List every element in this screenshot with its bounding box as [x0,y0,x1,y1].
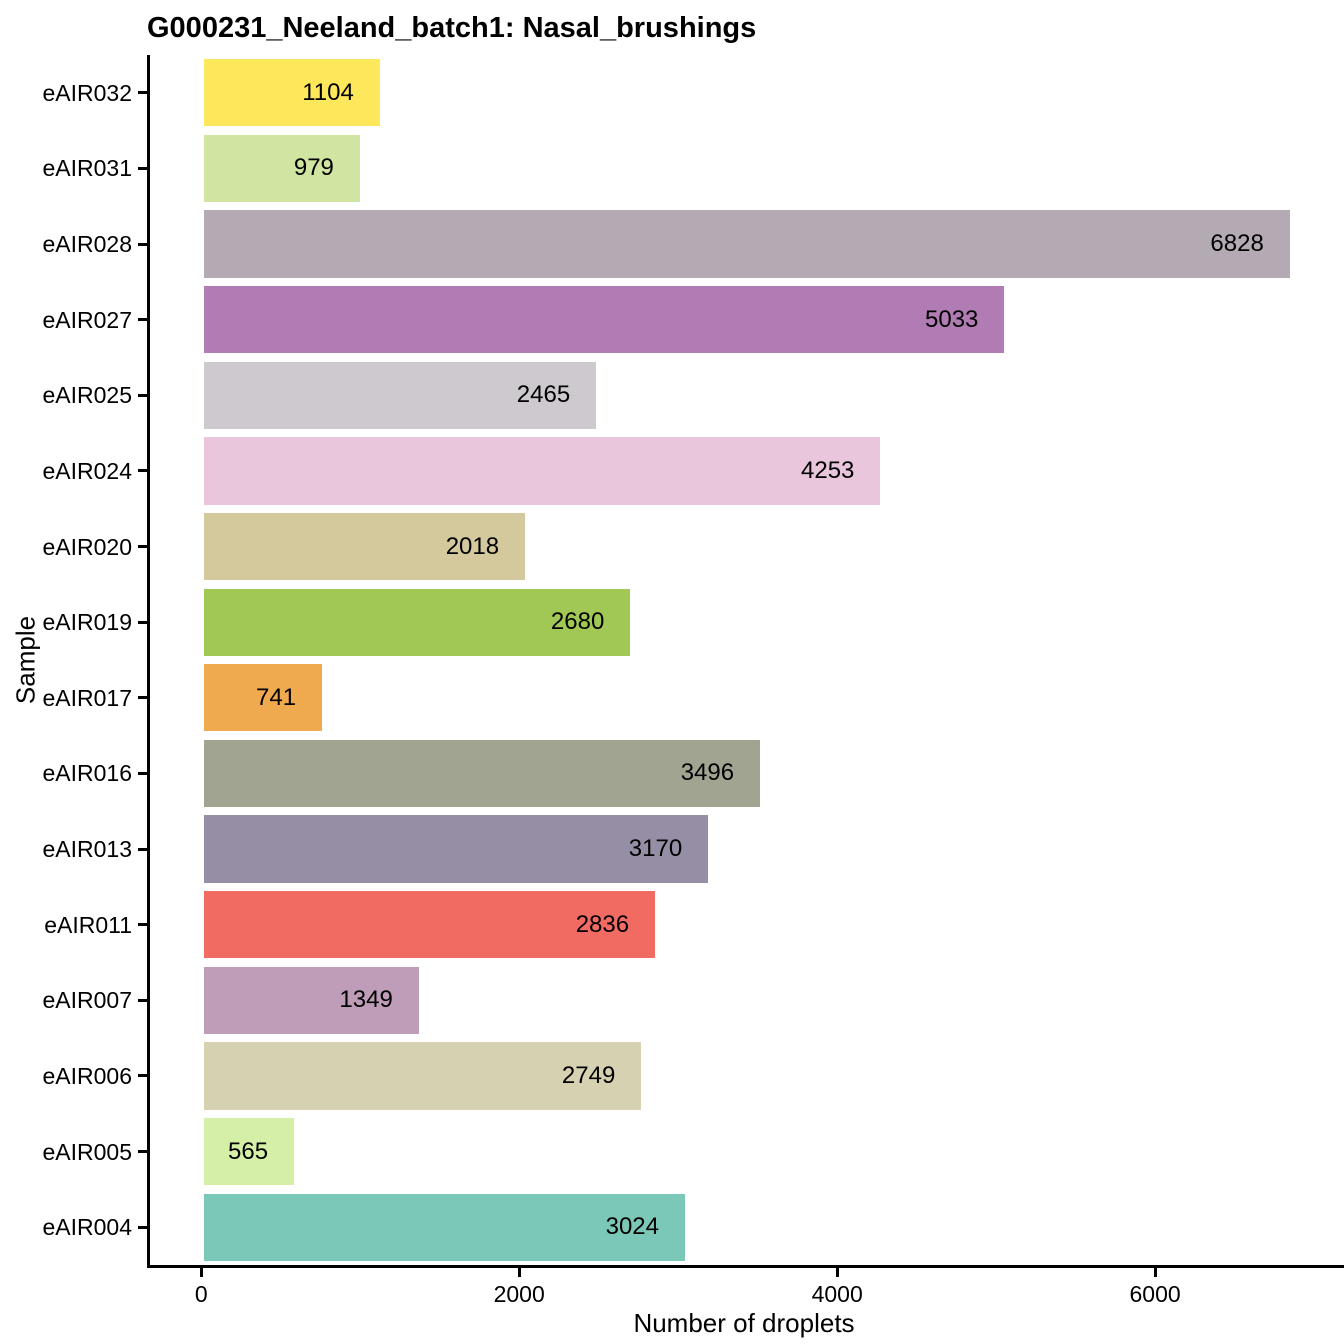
y-axis-tick [138,923,147,927]
bar-eAIR027: 5033 [204,286,1005,354]
bar-value-label: 2680 [550,608,605,636]
figure-title: G000231_Neeland_batch1: Nasal_brushings [147,12,757,44]
y-axis-tick [138,166,147,170]
y-axis-tick [138,469,147,473]
y-axis-tick [138,91,147,95]
bar-value-label: 741 [256,683,297,711]
y-axis-tick [138,696,147,700]
y-axis-tick [138,771,147,775]
bar-eAIR032: 1104 [204,59,380,127]
bar-eAIR016: 3496 [204,739,761,808]
bar-eAIR019: 2680 [204,588,631,656]
y-axis-tick-label-eAIR005: eAIR005 [42,1138,132,1165]
y-axis-tick [138,1074,147,1078]
bar-value-label: 565 [228,1137,269,1165]
y-axis-tick-label-eAIR024: eAIR024 [42,457,132,484]
bar-value-label: 1349 [339,986,393,1014]
y-axis-tick-label-eAIR013: eAIR013 [42,836,132,863]
bar-value-label: 2465 [516,381,571,409]
bar-value-label: 3170 [628,835,683,863]
y-axis-tick-label-eAIR017: eAIR017 [42,684,132,711]
y-axis-tick-label-eAIR031: eAIR031 [42,155,132,182]
bar-value-label: 5033 [925,305,979,333]
bar-eAIR024: 4253 [204,437,881,505]
y-axis-tick [138,318,147,322]
bar-eAIR011: 2836 [204,891,656,959]
y-axis-tick-label-eAIR019: eAIR019 [42,609,132,636]
x-axis-tick-label: 0 [194,1281,208,1307]
y-axis-tick [138,545,147,549]
y-axis-tick-label-eAIR020: eAIR020 [42,533,132,560]
bar-value-label: 3024 [605,1213,659,1241]
bar-value-label: 2836 [575,910,630,938]
y-axis-tick [138,847,147,851]
bar-value-label: 1104 [302,78,354,106]
y-axis-tick [138,242,147,246]
y-axis-tick-label-eAIR027: eAIR027 [42,306,132,333]
y-axis-tick-label-eAIR004: eAIR004 [42,1214,132,1241]
bar-eAIR004: 3024 [204,1193,685,1261]
x-axis-tick-label: 2000 [493,1281,545,1307]
plot-panel: 1104 979 6828 5033 2465 4253 2018 2680 741 3496 31… [147,55,1344,1268]
y-axis-tick-label-eAIR011: eAIR011 [44,911,132,938]
bar-eAIR031: 979 [204,134,360,203]
bar-eAIR025: 2465 [204,361,597,429]
y-axis-tick [138,620,147,624]
bar-value-label: 979 [293,154,334,182]
x-axis-tick [199,1268,203,1277]
x-axis-tick-label: 4000 [811,1281,863,1307]
bar-eAIR017: 741 [204,664,323,732]
bar-eAIR007: 1349 [204,966,419,1034]
y-axis-tick-label-eAIR025: eAIR025 [42,382,132,409]
bar-value-label: 4253 [801,456,855,484]
x-axis-title: Number of droplets [633,1308,855,1338]
x-axis-tick [835,1268,839,1277]
x-axis-tick [517,1268,521,1277]
bar-value-label: 6828 [1210,230,1264,258]
y-axis-tick [138,998,147,1002]
bar-eAIR006: 2749 [204,1042,642,1110]
bar-eAIR013: 3170 [204,815,709,883]
bar-value-label: 3496 [680,759,735,787]
y-axis-tick-label-eAIR006: eAIR006 [42,1062,132,1089]
y-axis-tick-label-eAIR028: eAIR028 [42,231,132,258]
bar-eAIR020: 2018 [204,512,526,581]
bar-eAIR005: 565 [204,1117,295,1186]
y-axis-tick-label-eAIR032: eAIR032 [42,79,132,106]
y-axis-tick [138,393,147,397]
y-axis-tick-label-eAIR016: eAIR016 [42,760,132,787]
bar-value-label: 2749 [561,1061,616,1089]
x-axis-tick [1153,1268,1157,1277]
y-axis-tick [138,1225,147,1229]
bar-value-label: 2018 [445,532,500,560]
bar-eAIR028: 6828 [204,210,1290,278]
y-axis-tick [138,1150,147,1154]
x-axis-tick-label: 6000 [1129,1281,1181,1307]
y-axis-tick-label-eAIR007: eAIR007 [42,987,132,1014]
